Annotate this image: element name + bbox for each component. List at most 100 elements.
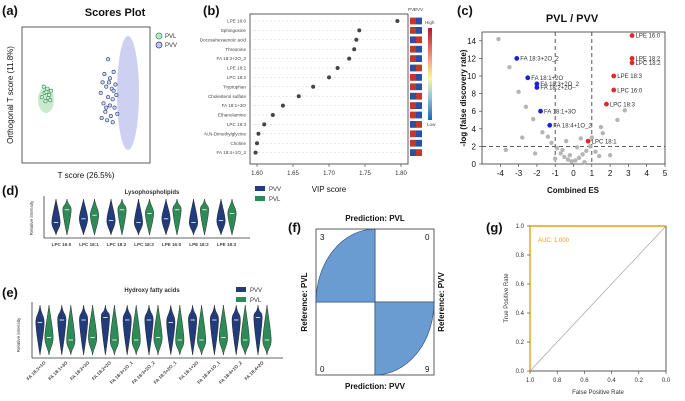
vip-heat-cell-pvl [410,45,416,53]
volcano-point-ns [496,36,501,42]
violin-pvv [216,198,226,236]
vip-feature-label: Cholesterol sulfate [208,94,246,99]
volcano-xtick-label: -3 [515,169,523,178]
vip-heat-cell-pvl [410,149,416,156]
vip-heat-cell-pvl [410,130,416,138]
cm-top-label: Prediction: PVL [345,214,405,223]
hfa-category-label: FA 18:1+3O [47,360,69,382]
score-point-pvv [100,80,105,85]
vip-xlabel: VIP score [312,185,347,194]
vip-heat-cell-pvv [416,36,422,44]
violin-pvv [106,198,116,236]
vip-heat-cell-pvl [410,83,416,91]
hfa-title: Hydroxy fatty acids [124,288,180,294]
hfa-category-label: FA 18:2+3O [69,360,91,382]
vip-feature-label: Sphingosine [221,28,247,33]
vip-point [327,75,331,80]
volcano-point-blue [547,122,553,128]
vip-heat-cell-pvl [410,111,416,119]
cm-cell-br: 9 [425,365,430,374]
violin-pvv [253,304,263,356]
vip-rows: LPE 16:0 Sphingosine Docosahexaenoic acid T… [200,17,422,156]
vip-xtick-label: 1.60 [251,171,263,177]
panel-g-label: (g) [486,220,503,235]
volcano-frame [481,31,666,165]
panel-e: (e) Hydroxy fatty acids FA 18:3+1O FA 18:… [2,285,283,385]
violin-pvl [88,304,98,356]
vip-heat-cell-pvv [416,45,422,53]
legend-pvl-swatch [155,32,163,40]
roc-ticks: 1.0 0.8 0.6 0.4 0.2 0.0 0.0 0.2 0.4 0.6 0.8 1.0 [516,224,671,384]
roc-xtick-label: 0.2 [635,378,644,384]
vip-heat-cell-pvv [416,55,422,62]
vip-heat-cell-pvv [416,17,422,25]
violin-pvv [166,304,176,356]
vip-xtick-label: 1.75 [359,171,371,177]
vip-point [296,94,301,99]
volcano-point-label: LPE 16:0 [636,34,661,40]
roc-xtick-label: 0.8 [553,378,562,384]
volcano-point-red [629,56,635,61]
vip-heat-cell-pvl [410,36,416,44]
vip-heat-cell-pvv [416,111,422,119]
vip-point [335,66,340,70]
vip-point [357,28,362,33]
volcano-point-label: FA 18:4+1O_2 [553,123,592,129]
scores-plot-title: Scores Plot [85,7,146,19]
hfa-legend-pvl: PVL [250,298,262,304]
roc-ytick-label: 0.8 [516,253,525,259]
score-point-pvl [43,99,48,104]
violin-pvv [79,198,88,236]
volcano-xtick-label: 3 [626,169,631,178]
lyso-category-label: LPE 16:0 [162,242,182,247]
scores-points [39,57,120,125]
vip-xtick-label: 1.70 [323,171,335,177]
vip-heat-cell-pvv [416,83,422,91]
score-point-pvv [104,105,109,110]
volcano-point-ns [573,158,578,163]
volcano-point-ns [598,124,604,130]
volcano-point-ns [593,149,598,154]
score-point-pvv [111,69,116,74]
violin-pvl [200,198,209,236]
hfa-legend-pvv: PVV [250,288,262,294]
volcano-point-ns [567,153,573,158]
vip-colorbar [428,28,432,120]
vip-feature-label: FA 18:4+1O_2 [217,150,247,155]
violin-pvv [209,304,219,356]
volcano-point-ns [578,136,584,141]
lyso-category-label: LPC 16:0 [52,242,72,247]
roc-ytick-label: 0.4 [516,311,525,317]
panel-a-label: (a) [2,3,18,18]
volcano-point-ns [554,145,560,151]
violin-pvl [153,304,163,356]
volcano-point-blue [514,56,520,61]
score-point-pvv [110,97,115,102]
volcano-point-blue [534,85,540,90]
hfa-violins: FA 18:3+1O FA 18:1+3O FA 18:2+3O FA 18:2+2O… [26,304,272,385]
cm-quarter-br [374,301,435,376]
score-point-pvv [108,114,113,119]
violin-pvv [188,304,198,356]
volcano-xtick-label: 2 [608,169,613,178]
score-point-pvv [103,109,108,114]
vip-heat-cell-pvl [410,92,416,100]
volcano-point-ns [596,153,602,159]
volcano-ytick-label: 2 [472,142,477,151]
vip-point [395,19,400,23]
volcano-point-ns [523,104,529,110]
volcano-xtick-label: -1 [552,169,560,178]
cm-left-label: Reference: PVL [300,272,309,331]
lyso-title: Lysophospholipids [125,190,180,196]
score-point-pvv [105,118,110,123]
score-point-pvv [107,76,112,81]
lyso-category-label: LPC 18:1 [79,242,99,247]
violin-pvl [175,304,185,356]
vip-feature-label: FA 18:1+3O [222,103,247,108]
vip-heat-cell-pvv [416,74,422,81]
score-point-pvv [106,95,111,100]
volcano-point-ns [569,159,574,164]
score-point-pvv [102,72,107,77]
vip-heat-cell-pvl [410,139,416,147]
